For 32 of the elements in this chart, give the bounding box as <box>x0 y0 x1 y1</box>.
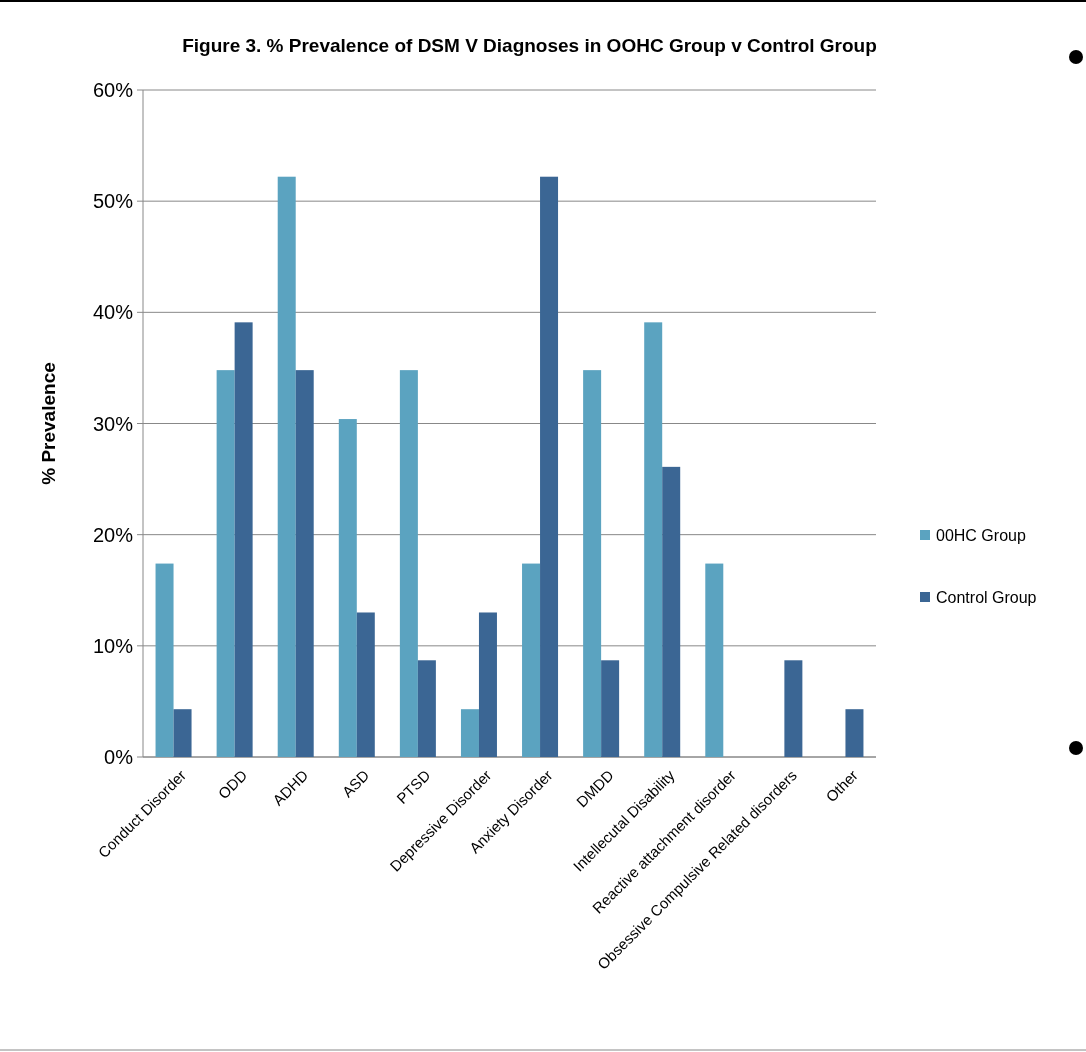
bar <box>644 322 663 757</box>
bar <box>234 322 253 757</box>
y-tick-label: 40% <box>92 301 134 324</box>
bar <box>845 709 864 757</box>
y-tick-label: 0% <box>104 746 134 768</box>
bar <box>216 370 235 757</box>
bar <box>399 370 418 757</box>
y-tick-label: 10% <box>92 634 134 657</box>
y-tick-label: 60% <box>92 79 134 101</box>
y-tick-label: 20% <box>92 523 134 546</box>
y-axis-title: % Prevalence <box>38 362 59 485</box>
bar <box>338 419 357 757</box>
bar <box>784 660 803 757</box>
bar <box>705 563 724 757</box>
bar <box>601 660 620 757</box>
chart-title: Figure 3. % Prevalence of DSM V Diagnoses in OOHC Group v Control Group <box>182 35 877 56</box>
bar <box>155 563 174 757</box>
bar <box>583 370 602 757</box>
y-tick-label: 30% <box>92 412 134 435</box>
legend-label: Control Group <box>936 588 1037 606</box>
legend-label: 00HC Group <box>936 526 1026 544</box>
bar <box>540 176 559 757</box>
bar <box>522 563 541 757</box>
bar <box>417 660 436 757</box>
bar <box>173 709 192 757</box>
bar <box>478 612 497 757</box>
bar <box>295 370 314 757</box>
bar <box>460 709 479 757</box>
bar <box>356 612 375 757</box>
bar <box>277 176 296 757</box>
bar <box>662 466 681 757</box>
y-tick-label: 50% <box>92 190 134 213</box>
